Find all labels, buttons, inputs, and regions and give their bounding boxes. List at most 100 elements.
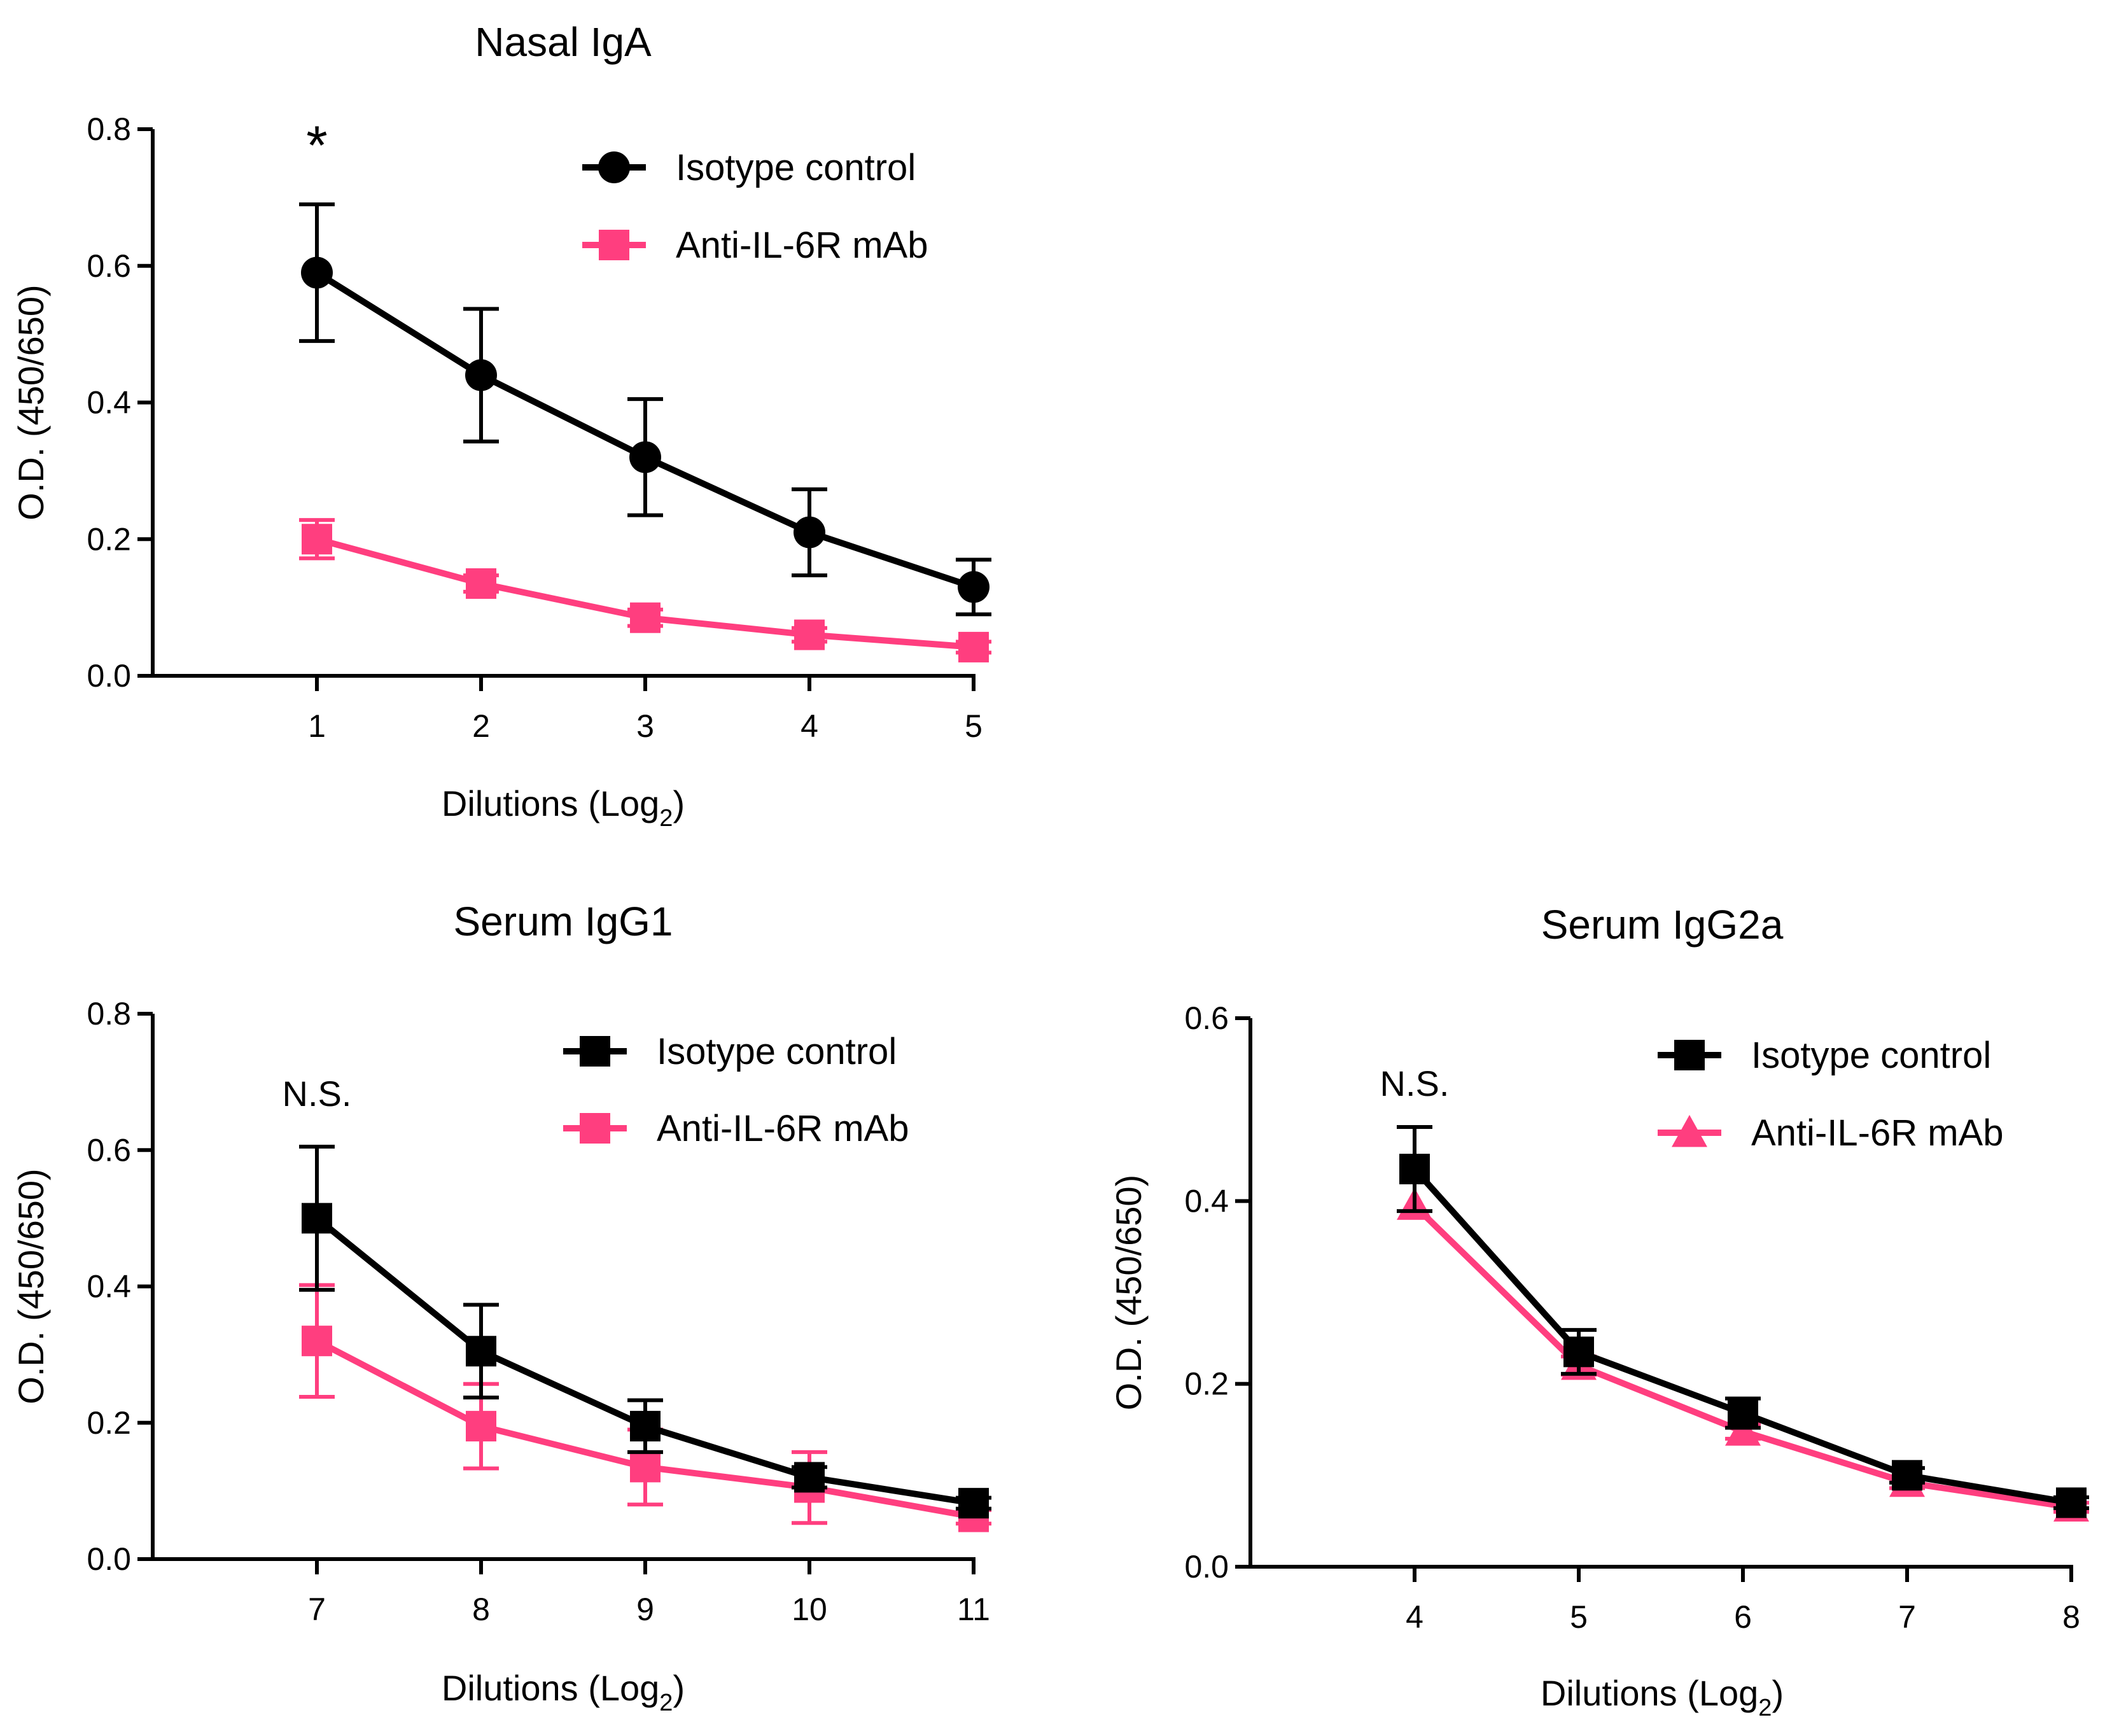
x-tick-label: 4: [801, 708, 818, 744]
data-point: [630, 602, 661, 633]
data-point: [465, 359, 497, 391]
legend-entry: Isotype control: [582, 147, 916, 188]
legend-label: Isotype control: [1751, 1035, 1991, 1076]
data-point: [629, 441, 661, 473]
x-tick-label: 9: [636, 1592, 654, 1627]
x-axis-label-close: ): [673, 1668, 685, 1708]
legend-entry: Isotype control: [1658, 1035, 1991, 1076]
x-axis-label-close: ): [1772, 1673, 1784, 1713]
data-point: [958, 571, 990, 603]
data-point: [794, 619, 825, 650]
x-axis-label-subscript: 2: [659, 805, 673, 832]
x-axis-label-subscript: 2: [659, 1690, 673, 1716]
x-tick-label: 8: [472, 1592, 490, 1627]
x-axis-label-close: ): [673, 783, 685, 823]
data-point: [630, 1411, 661, 1442]
x-tick-label: 6: [1734, 1599, 1752, 1635]
chart-title: Serum IgG2a: [1541, 902, 1784, 948]
y-tick-label: 0.0: [1184, 1549, 1229, 1585]
x-tick-label: 8: [2062, 1599, 2080, 1635]
data-point: [302, 1203, 332, 1234]
x-tick-label: 4: [1406, 1599, 1423, 1635]
data-point: [1399, 1154, 1430, 1185]
data-point: [466, 1336, 496, 1367]
x-tick-label: 5: [965, 708, 983, 744]
data-point: [466, 1411, 496, 1442]
data-point: [794, 516, 825, 549]
data-point: [1728, 1397, 1758, 1429]
x-tick-label: 7: [1898, 1599, 1916, 1635]
legend-label: Anti-IL-6R mAb: [657, 1108, 909, 1149]
y-tick-label: 0.4: [87, 385, 131, 421]
series-line: [1412, 1203, 2072, 1511]
y-tick-label: 0.6: [87, 248, 131, 284]
x-tick-label: 10: [792, 1592, 827, 1627]
data-point: [2056, 1487, 2087, 1518]
y-axis-label: O.D. (450/650): [11, 1168, 51, 1404]
legend-marker: [598, 151, 630, 183]
y-tick-label: 0.8: [87, 996, 131, 1032]
x-tick-label: 5: [1570, 1599, 1588, 1635]
data-point: [466, 568, 496, 599]
significance-annotation: *: [306, 115, 327, 176]
data-point: [794, 1462, 825, 1493]
data-point: [958, 631, 989, 662]
x-tick-label: 7: [308, 1592, 326, 1627]
x-axis-label: Dilutions (Log2): [442, 783, 685, 832]
x-axis-label-text: Dilutions (Log: [1541, 1673, 1758, 1713]
series-anti-il-6r-mab: [299, 518, 991, 662]
chart-panel-3: Serum IgG2a 0.0 0.2 0.4 0.6 4 5 6 7 8 Dilutions (L…: [1108, 902, 2089, 1721]
y-tick-label: 0.2: [87, 521, 131, 557]
x-axis-label-text: Dilutions (Log: [442, 783, 659, 823]
x-axis-label-subscript: 2: [1758, 1695, 1772, 1721]
data-point: [1563, 1336, 1594, 1368]
legend-entry: Anti-IL-6R mAb: [582, 225, 928, 266]
data-point: [958, 1488, 989, 1519]
y-axis-label: O.D. (450/650): [11, 284, 51, 520]
y-tick-label: 0.8: [87, 111, 131, 147]
x-axis-label: Dilutions (Log2): [442, 1668, 685, 1716]
chart-panel-1: Nasal IgA 0.0 0.2 0.4 0.6 0.8 1 2 3 4 5 Dilutions (…: [11, 19, 991, 832]
data-point: [301, 256, 333, 289]
x-tick-label: 2: [472, 708, 490, 744]
chart-title: Nasal IgA: [475, 19, 652, 65]
y-tick-label: 0.0: [87, 658, 131, 694]
x-tick-label: 3: [636, 708, 654, 744]
legend-marker: [580, 1036, 610, 1067]
legend-marker: [1674, 1040, 1705, 1070]
legend-label: Isotype control: [657, 1031, 897, 1072]
significance-annotation: N.S.: [283, 1074, 352, 1114]
y-tick-label: 0.0: [87, 1541, 131, 1577]
y-axis-label: O.D. (450/650): [1108, 1175, 1149, 1410]
y-tick-label: 0.6: [1184, 1000, 1229, 1036]
y-tick-label: 0.2: [87, 1405, 131, 1441]
y-tick-label: 0.6: [87, 1132, 131, 1168]
data-point: [1892, 1460, 1922, 1491]
legend-label: Anti-IL-6R mAb: [1751, 1112, 2003, 1154]
x-axis-label: Dilutions (Log2): [1541, 1673, 1784, 1721]
data-point: [302, 524, 332, 555]
y-tick-label: 0.2: [1184, 1366, 1229, 1402]
legend-marker: [1672, 1115, 1707, 1147]
legend-label: Anti-IL-6R mAb: [676, 225, 928, 266]
x-tick-label: 11: [957, 1592, 990, 1627]
legend-label: Isotype control: [676, 147, 916, 188]
data-point: [630, 1452, 661, 1483]
legend-entry: Anti-IL-6R mAb: [563, 1108, 909, 1149]
legend-entry: Anti-IL-6R mAb: [1658, 1112, 2003, 1154]
y-tick-label: 0.4: [87, 1269, 131, 1305]
chart-panel-2: Serum IgG1 0.0 0.2 0.4 0.6 0.8 7 8 9 10 11 Dilution…: [11, 899, 991, 1716]
x-axis-label-text: Dilutions (Log: [442, 1668, 659, 1708]
x-tick-label: 1: [308, 708, 326, 744]
series-isotype-control: [1397, 1124, 2089, 1518]
data-point: [302, 1326, 332, 1357]
significance-annotation: N.S.: [1380, 1063, 1450, 1103]
legend-entry: Isotype control: [563, 1031, 897, 1072]
series-line: [1412, 1166, 2072, 1506]
series-isotype-control: [299, 1144, 991, 1519]
series-isotype-control: [299, 202, 991, 617]
legend-marker: [599, 230, 629, 260]
y-tick-label: 0.4: [1184, 1183, 1229, 1219]
legend-marker: [580, 1113, 610, 1144]
